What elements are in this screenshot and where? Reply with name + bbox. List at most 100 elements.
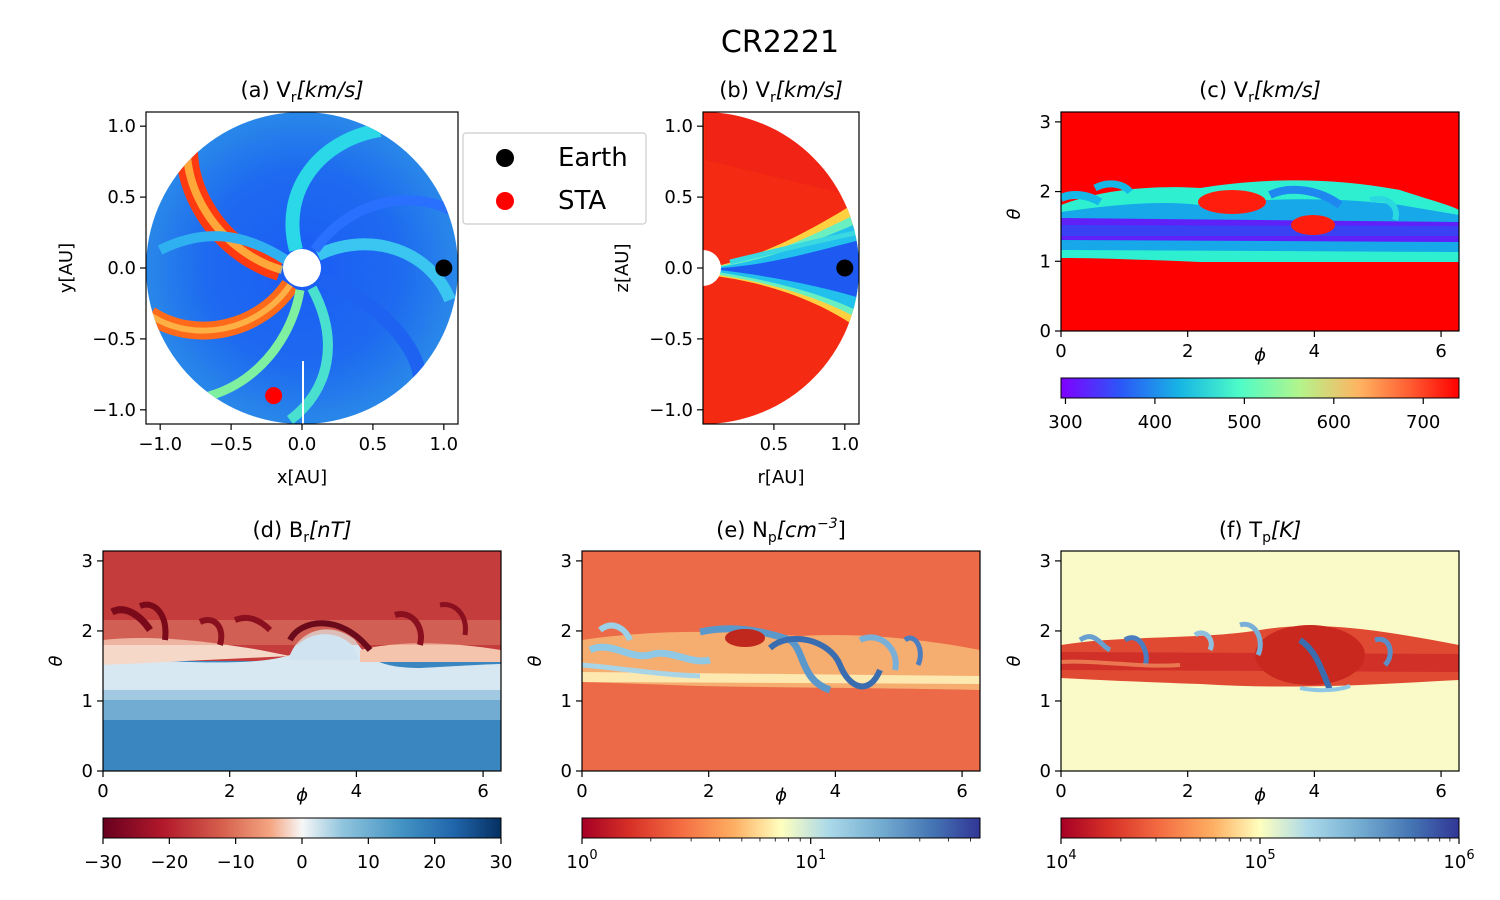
panel-e-ylabel: θ [525, 655, 546, 666]
colorbar-d-tick-label: −30 [84, 852, 122, 873]
colorbar-d-ticks: −30 −20 −10 0 10 20 30 [84, 838, 512, 873]
panel-c-xtick-label: 0 [1055, 341, 1066, 362]
panel-e-xtick-label: 0 [576, 781, 587, 802]
panel-e-title: (e) Np[cm−3] [716, 516, 846, 546]
panel-d-ytick-label: 1 [82, 691, 93, 712]
colorbar-f-tick-label: 104 [1045, 848, 1076, 873]
panel-a-title: (a) Vr[km/s] [240, 78, 363, 106]
panel-c-xtick-label: 6 [1435, 341, 1446, 362]
panel-d-xtick-label: 2 [224, 781, 235, 802]
figure-title: CR2221 [721, 25, 839, 60]
panel-c-yticks: 0 1 2 3 [1040, 112, 1061, 342]
panel-a-xtick-label: 1.0 [429, 434, 458, 455]
colorbar-e-tick-label: 101 [795, 848, 826, 873]
legend-marker-sta [496, 192, 514, 210]
panel-e-xticks: 0 2 4 6 [576, 771, 968, 802]
panel-e-frame [581, 550, 981, 772]
panel-c-xlabel: ϕ [1254, 345, 1266, 366]
panel-c-ytick-label: 3 [1040, 112, 1051, 133]
colorbar-e-tick-label: 100 [566, 848, 597, 873]
panel-a-xtick-label: −1.0 [138, 434, 182, 455]
panel-a-ytick-label: 0.0 [107, 258, 136, 279]
panel-a-xticks: −1.0 −0.5 0.0 0.5 1.0 [138, 424, 458, 455]
panel-e: (e) Np[cm−3] 0 2 4 6 0 1 2 3 ϕ θ 100 101 [525, 516, 981, 873]
panel-f-ytick-label: 0 [1040, 761, 1051, 782]
panel-b-xtick-label: 1.0 [830, 434, 859, 455]
panel-b-yticks: −1.0 −0.5 0.0 0.5 1.0 [649, 116, 703, 421]
panel-d-ytick-label: 2 [82, 621, 93, 642]
colorbar-f-tick-label: 105 [1244, 848, 1275, 873]
panel-c-image [1061, 112, 1459, 331]
panel-c-ylabel: θ [1004, 208, 1025, 219]
colorbar-f-ticks: 104 105 106 [1045, 838, 1475, 873]
panel-b-ytick-label: 0.5 [664, 187, 693, 208]
panel-c: (c) Vr[km/s] 0 2 4 6 0 1 2 3 ϕ θ 300 400 500 600 7… [1004, 78, 1460, 433]
panel-e-ytick-label: 3 [561, 551, 572, 572]
colorbar-c-tick-label: 300 [1048, 412, 1082, 433]
panel-b-ytick-label: 0.0 [664, 258, 693, 279]
panel-f-image [1061, 551, 1459, 771]
panel-d-yticks: 0 1 2 3 [82, 551, 103, 782]
colorbar-d-tick-label: 10 [357, 852, 380, 873]
panel-d-ylabel: θ [46, 655, 67, 666]
panel-f-title: (f) Tp[K] [1219, 518, 1301, 546]
panel-f-xtick-label: 4 [1309, 781, 1320, 802]
colorbar-e-ticks: 100 101 [566, 838, 971, 873]
panel-e-xtick-label: 4 [830, 781, 841, 802]
panel-e-xtick-label: 2 [703, 781, 714, 802]
panel-e-ytick-label: 0 [561, 761, 572, 782]
panel-f: (f) Tp[K] 0 2 4 6 0 1 2 3 ϕ θ 104 105 106 [1004, 518, 1475, 873]
panel-a-xtick-label: 0.0 [288, 434, 317, 455]
panel-e-yticks: 0 1 2 3 [561, 551, 582, 782]
panel-f-xticks: 0 2 4 6 [1055, 771, 1447, 802]
panel-b-ytick-label: −1.0 [649, 400, 693, 421]
panel-e-xlabel: ϕ [775, 785, 787, 806]
panel-b: (b) Vr[km/s] 0.5 1.0 −1.0 −0.5 0.0 0.5 1.0 r[… [612, 78, 860, 488]
panel-f-xtick-label: 6 [1435, 781, 1446, 802]
panel-b-ytick-label: −0.5 [649, 329, 693, 350]
inner-boundary [283, 249, 321, 287]
colorbar-c-tick-label: 500 [1227, 412, 1261, 433]
panel-a-image [146, 112, 458, 424]
panel-c-ytick-label: 2 [1040, 182, 1051, 203]
panel-c-title: (c) Vr[km/s] [1199, 78, 1321, 106]
panel-d-xticks: 0 2 4 6 [97, 771, 489, 802]
colorbar-c-ticks: 300 400 500 600 700 [1048, 398, 1440, 433]
panel-a-ytick-label: 1.0 [107, 116, 136, 137]
legend-label-earth: Earth [558, 143, 628, 173]
panel-a-ytick-label: 0.5 [107, 187, 136, 208]
marker-earth [836, 259, 854, 277]
colorbar-c-tick-label: 700 [1406, 412, 1440, 433]
colorbar-d-tick-label: 20 [423, 852, 446, 873]
panel-f-xlabel: ϕ [1254, 785, 1266, 806]
panel-f-ylabel: θ [1004, 655, 1025, 666]
panel-d-xlabel: ϕ [296, 785, 308, 806]
panel-f-xtick-label: 0 [1055, 781, 1066, 802]
colorbar-d [102, 817, 502, 839]
panel-e-ytick-label: 1 [561, 691, 572, 712]
panel-e-ytick-label: 2 [561, 621, 572, 642]
legend-label-sta: STA [558, 186, 606, 216]
panel-b-xticks: 0.5 1.0 [760, 424, 859, 455]
panel-f-yticks: 0 1 2 3 [1040, 551, 1061, 782]
panel-b-points [836, 259, 854, 277]
panel-d-frame [102, 550, 502, 772]
colorbar-c-tick-label: 400 [1138, 412, 1172, 433]
panel-a-yticks: −1.0 −0.5 0.0 0.5 1.0 [92, 116, 146, 421]
panel-c-ytick-label: 1 [1040, 251, 1051, 272]
colorbar-f [1060, 817, 1460, 839]
panel-f-ytick-label: 2 [1040, 621, 1051, 642]
panel-d-xtick-label: 0 [97, 781, 108, 802]
panel-c-frame [1060, 111, 1460, 332]
panel-c-xtick-label: 4 [1309, 341, 1320, 362]
panel-a-xlabel: x[AU] [277, 467, 327, 488]
panel-c-xticks: 0 2 4 6 [1055, 331, 1447, 362]
panel-e-xtick-label: 6 [956, 781, 967, 802]
panel-f-frame [1060, 550, 1460, 772]
panel-e-image [582, 551, 980, 771]
panel-d-xtick-label: 6 [477, 781, 488, 802]
marker-earth [435, 259, 453, 277]
colorbar-e [581, 817, 981, 839]
panel-a-ytick-label: −1.0 [92, 400, 136, 421]
